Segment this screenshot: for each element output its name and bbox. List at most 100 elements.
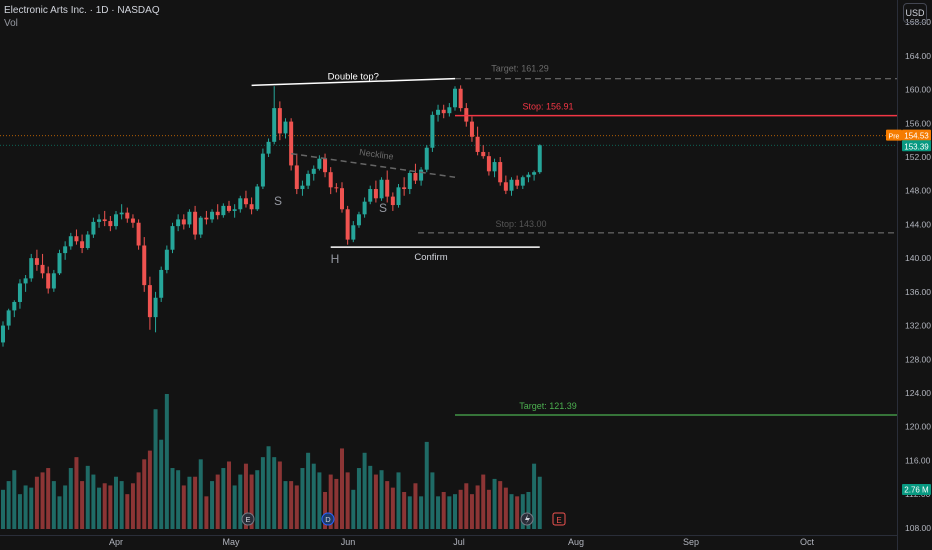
- volume-bar: [306, 452, 311, 529]
- volume-bar: [345, 472, 350, 529]
- candle: [402, 187, 407, 190]
- pre-market-label: Pre: [889, 134, 900, 141]
- volume-bar: [475, 485, 480, 529]
- volume-bar: [492, 478, 497, 529]
- candle: [108, 221, 113, 227]
- y-tick-label: 120.00: [905, 422, 931, 432]
- candle: [294, 165, 299, 190]
- volume-bar: [114, 476, 118, 529]
- volume-bar: [390, 487, 395, 529]
- candle: [238, 198, 243, 210]
- volume-bar: [187, 476, 192, 529]
- volume-bar: [97, 487, 102, 529]
- volume-bar: [108, 485, 113, 529]
- candle: [532, 172, 537, 175]
- volume-bar: [34, 476, 39, 529]
- candle: [29, 258, 34, 279]
- candle: [430, 114, 435, 148]
- volume-bar: [469, 494, 474, 529]
- candle: [23, 278, 28, 284]
- right-shoulder-label: S: [379, 201, 387, 215]
- volume-bar: [170, 468, 175, 529]
- candle: [492, 162, 497, 172]
- volume-bar: [159, 439, 164, 529]
- volume-bar: [515, 496, 520, 529]
- volume-bar: [119, 481, 124, 529]
- candle: [407, 173, 412, 190]
- y-tick-label: 156.00: [905, 118, 931, 128]
- candle: [34, 258, 39, 265]
- candle: [396, 187, 401, 206]
- volume-bar: [12, 470, 17, 529]
- y-tick-label: 132.00: [905, 321, 931, 331]
- candle: [475, 136, 480, 152]
- currency-button[interactable]: USD: [903, 3, 927, 23]
- volume-bar: [447, 496, 452, 529]
- volume-bar: [136, 472, 141, 529]
- volume-bar: [481, 474, 486, 529]
- volume-bar: [181, 485, 186, 529]
- earnings-label: E: [245, 515, 250, 524]
- volume-bar: [351, 489, 356, 529]
- candle: [142, 245, 147, 286]
- candle: [68, 236, 73, 247]
- volume-bar: [294, 485, 299, 529]
- candle: [509, 179, 514, 191]
- volume-bar: [486, 489, 491, 529]
- pre-market-tag: [886, 129, 902, 141]
- volume-bar: [498, 481, 503, 529]
- volume-bar: [526, 491, 531, 529]
- candle: [198, 217, 203, 235]
- volume-bar: [430, 472, 435, 529]
- volume-bar: [193, 476, 198, 529]
- candle: [464, 108, 469, 122]
- volume-bar: [57, 496, 62, 529]
- volume-bar: [277, 461, 282, 529]
- candle: [74, 236, 79, 242]
- y-tick-label: 116.00: [905, 455, 931, 465]
- candle: [1, 325, 5, 343]
- candle: [447, 107, 452, 114]
- volume-bar: [356, 468, 361, 529]
- y-tick-label: 108.00: [905, 523, 931, 533]
- x-tick-label: Oct: [800, 537, 815, 547]
- volume-bar: [537, 476, 542, 529]
- candle: [283, 121, 288, 134]
- volume-bar: [368, 465, 373, 529]
- candle: [147, 285, 152, 318]
- candle: [520, 177, 525, 186]
- volume-bar: [413, 483, 418, 529]
- candle: [413, 173, 418, 181]
- confirm-label: Confirm: [414, 252, 447, 263]
- volume-bar: [63, 485, 68, 529]
- volume-bar: [6, 481, 11, 529]
- volume-bar: [243, 463, 248, 529]
- candle: [102, 219, 107, 222]
- candle: [46, 273, 51, 289]
- candle: [153, 297, 158, 318]
- earnings-upcoming-marker: [552, 512, 566, 526]
- volume-bar: [260, 457, 265, 529]
- candle: [232, 209, 237, 211]
- volume-bar: [68, 468, 73, 529]
- x-tick-label: Sep: [683, 537, 699, 547]
- candle: [204, 217, 209, 220]
- volume-bar: [221, 468, 226, 529]
- candle: [255, 186, 260, 210]
- y-tick-label: 124.00: [905, 388, 931, 398]
- stop-upper-label: Stop: 156.91: [522, 102, 573, 112]
- candle: [136, 222, 141, 246]
- lightning-glyph: [525, 514, 530, 524]
- volume-bar: [272, 457, 277, 529]
- candle: [469, 121, 474, 137]
- candle: [159, 269, 164, 298]
- volume-bar: [164, 394, 169, 529]
- volume-bar: [204, 496, 209, 529]
- volume-bar: [323, 491, 328, 529]
- candle: [526, 174, 531, 178]
- volume-bar: [334, 478, 339, 529]
- y-tick-label: 148.00: [905, 186, 931, 196]
- candle: [356, 214, 361, 226]
- volume-bar: [328, 474, 333, 529]
